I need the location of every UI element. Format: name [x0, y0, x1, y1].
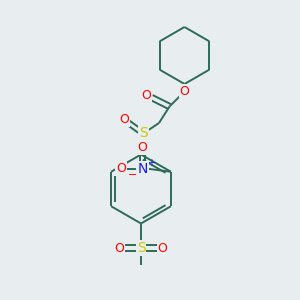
Text: O: O: [137, 141, 147, 154]
Text: O: O: [119, 113, 129, 126]
Text: S: S: [136, 241, 146, 255]
Text: O: O: [158, 242, 167, 255]
Text: S: S: [139, 127, 148, 140]
Text: +: +: [147, 158, 155, 168]
Text: O: O: [180, 85, 189, 98]
Text: O: O: [141, 88, 151, 102]
Text: O: O: [116, 162, 126, 175]
Text: N: N: [137, 162, 148, 176]
Text: −: −: [128, 170, 137, 180]
Text: O: O: [115, 242, 124, 255]
